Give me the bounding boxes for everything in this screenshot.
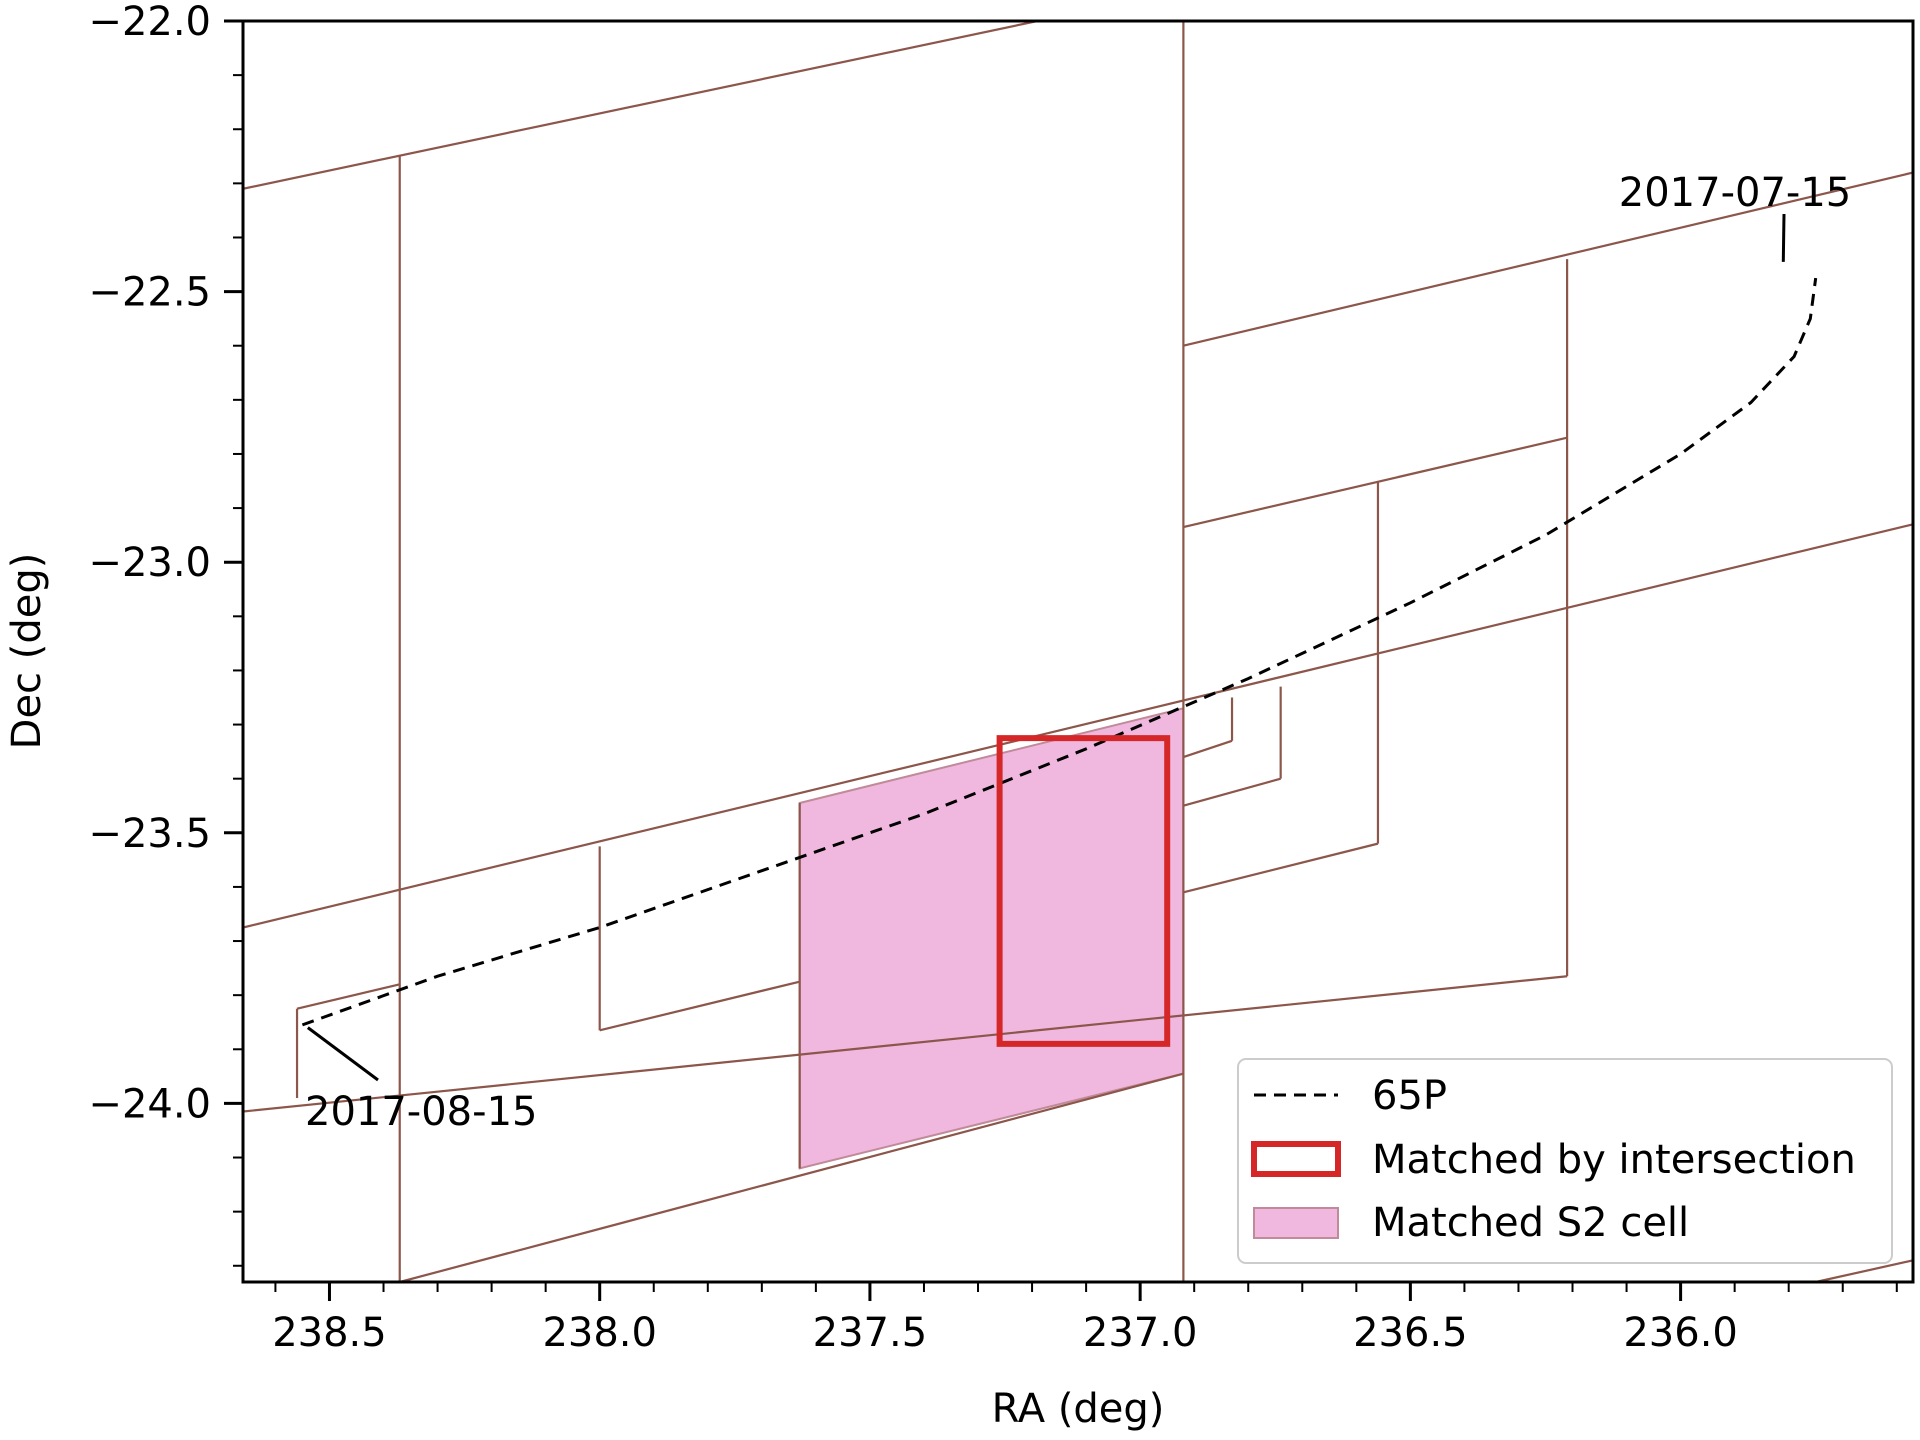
cell-edge-7	[1183, 777, 1281, 807]
cell-edge-4	[1183, 171, 1913, 347]
cell-grid	[243, 21, 1913, 1282]
annotation-2017-07-15: 2017-07-15	[1619, 170, 1851, 262]
y-tick-label-2: −23.0	[88, 540, 211, 586]
plot-frame	[241, 19, 1915, 1284]
annotation-label-2017-07-15: 2017-07-15	[1619, 170, 1851, 216]
annotation-label-2017-08-15: 2017-08-15	[305, 1089, 537, 1135]
annotation-2017-08-15: 2017-08-15	[305, 1026, 537, 1135]
cell-edge-0	[243, 21, 1038, 190]
matched-by-intersection-box	[996, 735, 1171, 1047]
annotation-leader-2017-08-15	[306, 1026, 379, 1082]
x-tick-label-2: 237.5	[813, 1310, 928, 1356]
legend-label-matched-by-intersection: Matched by intersection	[1372, 1137, 1856, 1183]
x-axis: 238.5 238.0 237.5 237.0 236.5 236.0	[272, 1282, 1898, 1356]
legend: 65P Matched by intersection Matched S2 c…	[1237, 1058, 1893, 1264]
annotation-leader-2017-07-15	[1781, 213, 1786, 262]
cell-edge-1	[243, 523, 1913, 929]
cell-edge-5	[1183, 436, 1568, 529]
x-tick-label-5: 236.0	[1623, 1310, 1738, 1356]
legend-label-65p: 65P	[1372, 1073, 1447, 1119]
y-tick-label-0: −22.0	[88, 0, 211, 45]
series-line-65p	[301, 277, 1818, 1027]
x-tick-label-0: 238.5	[272, 1310, 387, 1356]
matched-s2-cell	[798, 707, 1185, 1170]
cell-edge-3	[399, 1072, 1184, 1282]
legend-swatch-matched-by-intersection	[1251, 1141, 1341, 1177]
cell-edge-6	[1183, 739, 1233, 759]
legend-swatch-matched-s2-cell	[1253, 1207, 1339, 1239]
y-tick-label-4: −24.0	[88, 1081, 211, 1127]
legend-label-matched-s2-cell: Matched S2 cell	[1372, 1200, 1689, 1246]
cell-edge-8	[1183, 842, 1379, 894]
cell-edge-11	[1815, 1259, 1913, 1282]
x-tick-label-1: 238.0	[542, 1310, 657, 1356]
y-axis-label: Dec (deg)	[4, 553, 50, 750]
y-axis: −22.0 −22.5 −23.0 −23.5 −24.0	[88, 0, 243, 1267]
y-tick-label-3: −23.5	[88, 811, 211, 857]
cell-edge-10	[599, 980, 800, 1032]
y-tick-label-1: −22.5	[88, 270, 211, 316]
x-tick-label-3: 237.0	[1083, 1310, 1198, 1356]
plot-area	[243, 21, 1913, 1282]
cell-edge-2	[243, 975, 1568, 1113]
x-axis-label: RA (deg)	[992, 1386, 1165, 1432]
legend-box	[1237, 1058, 1893, 1264]
cell-edge-9	[296, 983, 400, 1010]
x-tick-label-4: 236.5	[1353, 1310, 1468, 1356]
